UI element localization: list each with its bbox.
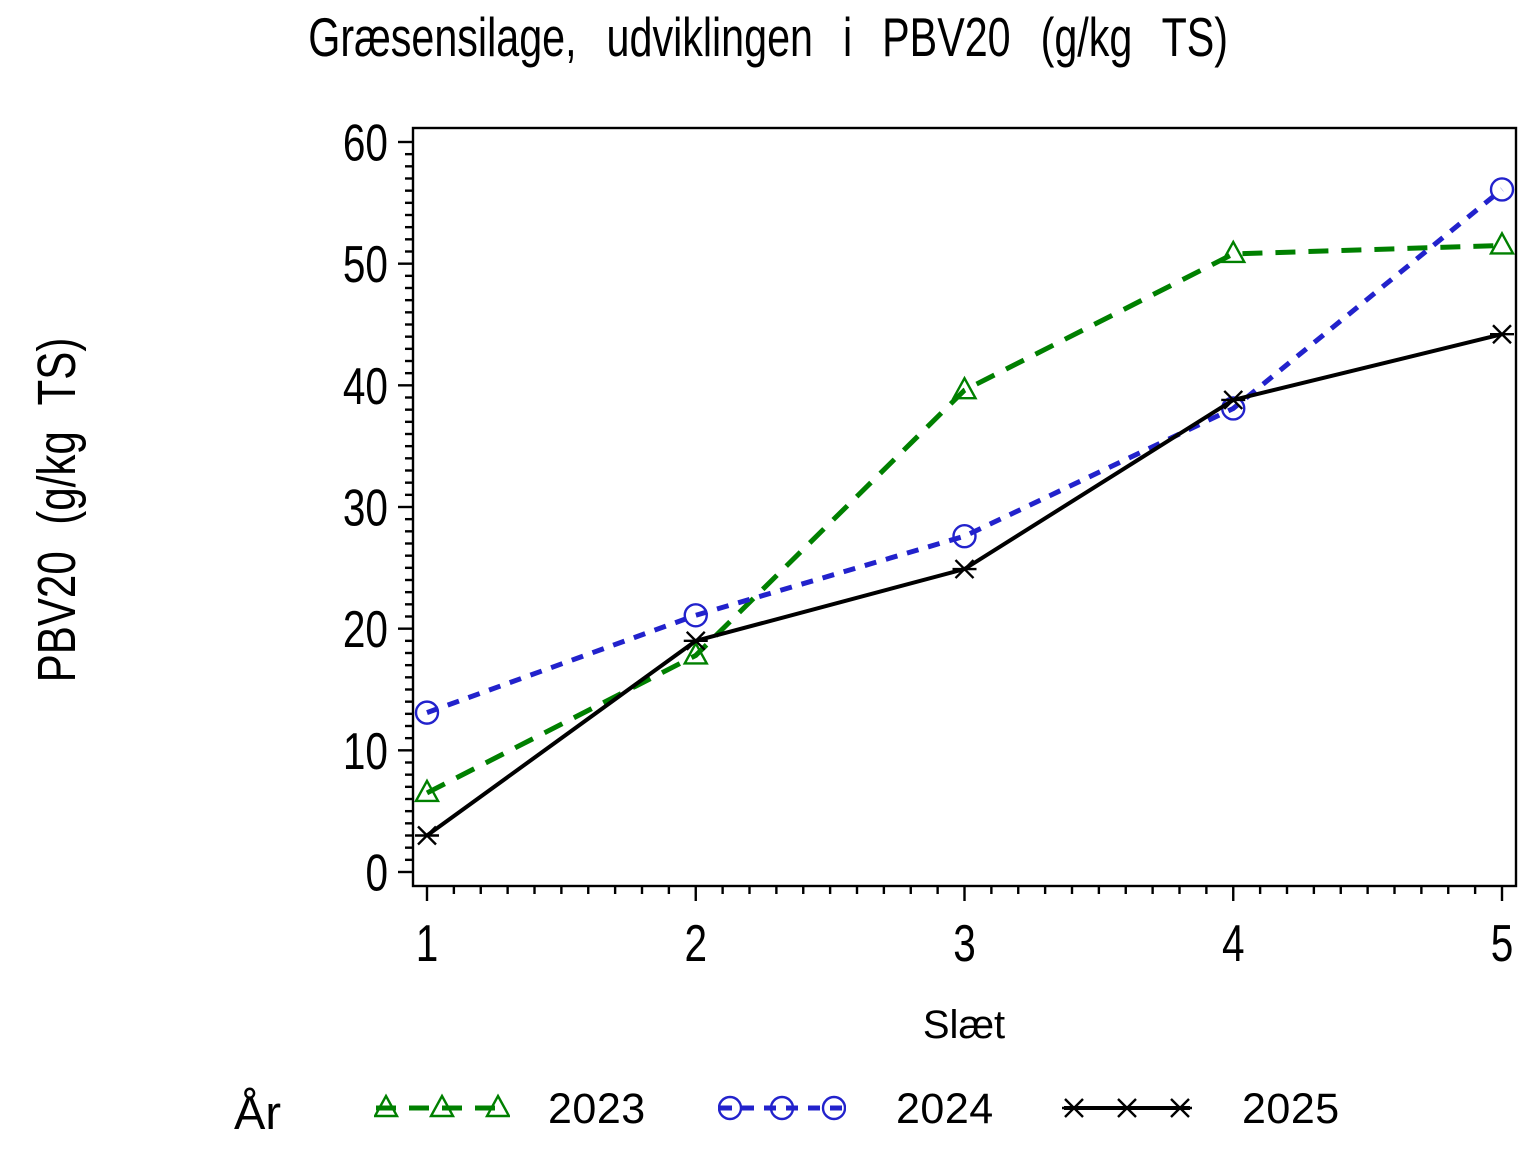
svg-text:4: 4 (1222, 914, 1245, 972)
legend-swatch-2023 (374, 1093, 510, 1118)
svg-text:50: 50 (343, 235, 388, 293)
legend-label-2023: 2023 (548, 1085, 646, 1133)
legend-title: År (234, 1086, 281, 1139)
legend-label-2025: 2025 (1242, 1085, 1340, 1133)
svg-text:0: 0 (365, 844, 388, 902)
x-axis-title: Slæt (922, 1003, 1006, 1047)
chart-title: Græsensilage, udviklingen i PBV20 (g/kg … (0, 6, 1536, 68)
svg-text:3: 3 (953, 914, 976, 972)
svg-text:2: 2 (684, 914, 707, 972)
svg-text:60: 60 (343, 114, 388, 172)
legend-label-2024: 2024 (896, 1085, 994, 1133)
svg-text:40: 40 (343, 357, 388, 415)
svg-text:30: 30 (343, 479, 388, 537)
legend-swatch-2025 (1062, 1098, 1192, 1118)
svg-text:5: 5 (1491, 914, 1514, 972)
svg-text:1: 1 (416, 914, 439, 972)
legend-swatch-2024 (718, 1095, 846, 1121)
chart-title-text: Græsensilage, udviklingen i PBV20 (g/kg … (308, 6, 1228, 68)
svg-text:10: 10 (343, 722, 388, 780)
svg-text:20: 20 (343, 600, 388, 658)
